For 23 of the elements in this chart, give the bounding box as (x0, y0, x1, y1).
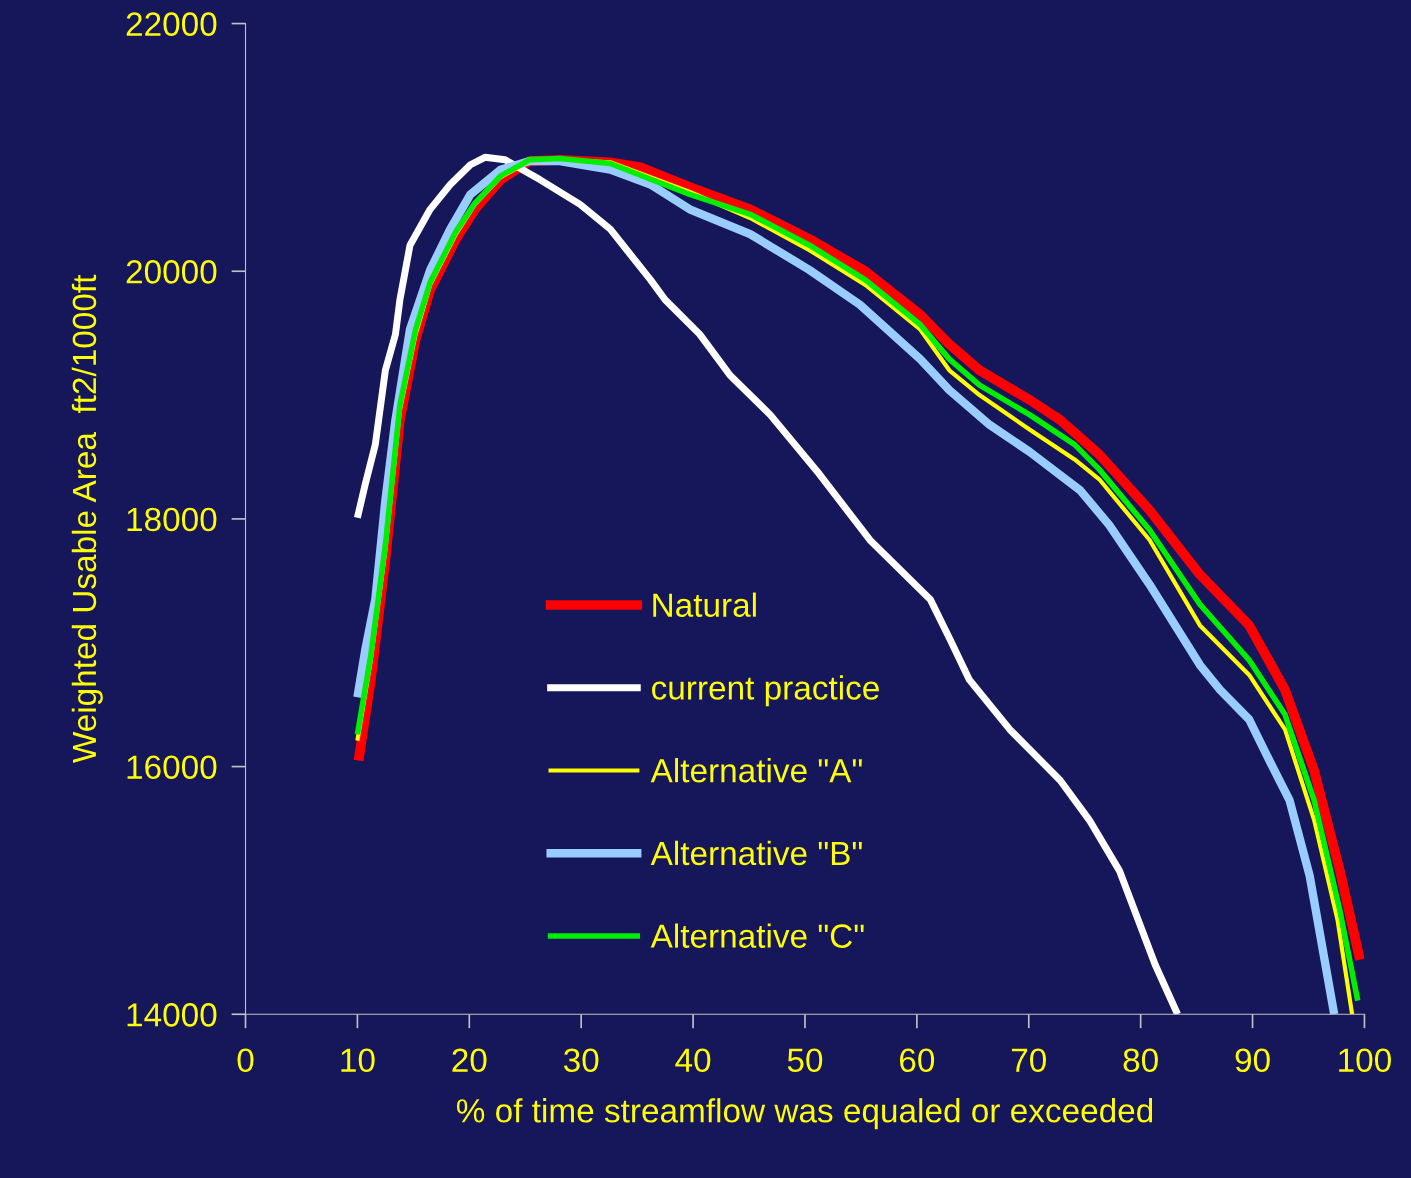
x-tick-label: 90 (1235, 1048, 1270, 1073)
y-tick-label: 16000 (127, 755, 217, 779)
y-axis-title: Weighted Usable Area ft2/1000ft (71, 274, 103, 764)
x-tick-label: 0 (237, 1048, 254, 1073)
x-tick-label: 70 (1011, 1048, 1046, 1073)
legend-label: Natural (653, 592, 756, 617)
legend-label: current practice (652, 675, 879, 707)
y-tick-label: 14000 (127, 1003, 217, 1027)
x-tick-label: 40 (675, 1048, 711, 1073)
legend-label: Alternative "B" (650, 840, 862, 866)
x-tick-label: 10 (341, 1048, 375, 1073)
y-tick-label: 18000 (127, 507, 217, 532)
y-tick-label: 22000 (126, 12, 217, 36)
x-tick-label: 80 (1123, 1048, 1158, 1073)
x-axis-title: % of time streamflow was equaled or exceeded (456, 1098, 1153, 1130)
y-tick-label: 20000 (126, 260, 217, 284)
legend-label: Alternative "A" (650, 757, 862, 783)
x-tick-label: 50 (787, 1048, 823, 1073)
x-tick-label: 60 (900, 1048, 935, 1073)
x-tick-label: 30 (563, 1048, 599, 1073)
x-tick-label: 100 (1339, 1048, 1391, 1073)
x-tick-label: 20 (452, 1048, 487, 1073)
legend-label: Alternative "C" (650, 923, 864, 948)
